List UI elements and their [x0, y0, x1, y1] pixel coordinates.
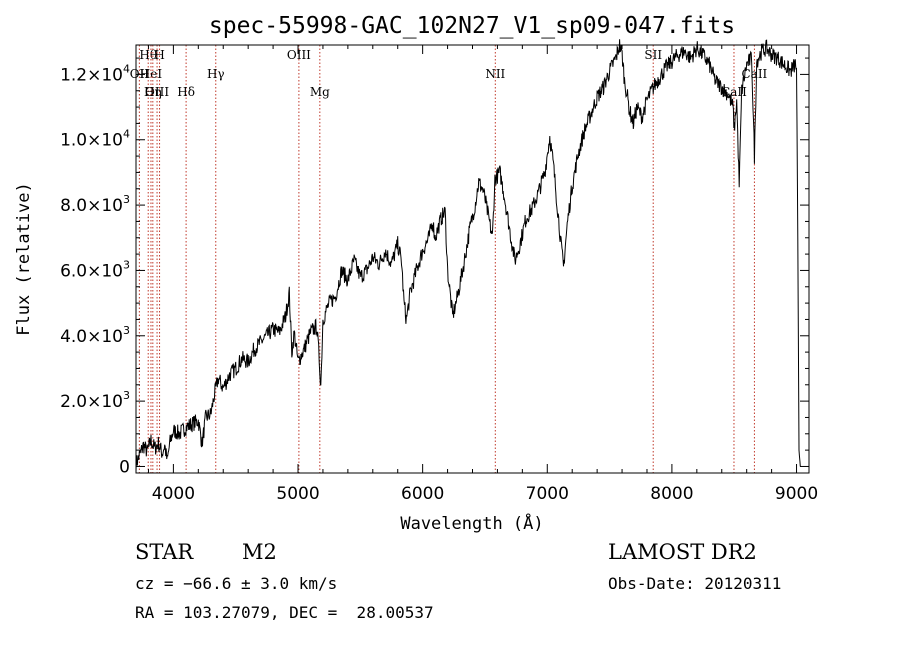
plot-frame — [135, 44, 810, 474]
y-axis-label: Flux (relative) — [14, 182, 34, 336]
spectral-line-label: OIII — [145, 85, 169, 99]
x-axis-label: Wavelength (Å) — [400, 512, 543, 534]
redshift-velocity: cz = −66.6 ± 3.0 km/s — [135, 574, 338, 593]
spectral-line-label: Hθ — [139, 48, 157, 62]
x-tick-label: 5000 — [276, 484, 319, 504]
y-tick-label: 0 — [119, 457, 130, 477]
object-type: STAR — [135, 540, 194, 564]
spectral-line-label: Hη — [144, 85, 162, 99]
x-tick-label: 8000 — [650, 484, 693, 504]
spectrum-chart: spec-55998-GAC_102N27_V1_sp09-047.fits H… — [14, 13, 818, 534]
spectral-line-label: Hγ — [207, 67, 225, 81]
y-tick-label: 4.0×103 — [60, 324, 130, 347]
survey-name: LAMOST DR2 — [608, 540, 757, 564]
y-tick-label: 2.0×103 — [60, 389, 130, 412]
spectral-line-label: OIII — [287, 48, 311, 62]
x-tick-label: 7000 — [526, 484, 569, 504]
x-tick-label: 9000 — [775, 484, 818, 504]
coordinates: RA = 103.27079, DEC = 28.00537 — [135, 603, 434, 622]
chart-title: spec-55998-GAC_102N27_V1_sp09-047.fits — [209, 13, 735, 39]
y-tick-label: 6.0×103 — [60, 258, 130, 281]
observation-date: Obs-Date: 20120311 — [608, 574, 782, 593]
x-tick-label: 6000 — [401, 484, 444, 504]
spectral-line-label: CaII — [741, 67, 767, 81]
spectral-line-label: NII — [485, 67, 505, 81]
spectral-line-label: SII — [644, 48, 662, 62]
spectrum-line — [135, 39, 801, 472]
spectral-line-label: H — [154, 48, 164, 62]
y-tick-label: 1.0×104 — [60, 128, 130, 151]
y-tick-label: 1.2×104 — [60, 62, 130, 85]
spectral-line-label: Mg — [310, 85, 330, 99]
object-subclass: M2 — [242, 540, 277, 564]
x-tick-label: 4000 — [152, 484, 195, 504]
axis-ticks: 4000 5000 6000 7000 8000 9000 0 2.0×103 4.0×103 6… — [60, 45, 818, 504]
y-tick-label: 8.0×103 — [60, 193, 130, 216]
spectral-line-label: Hδ — [177, 85, 195, 99]
